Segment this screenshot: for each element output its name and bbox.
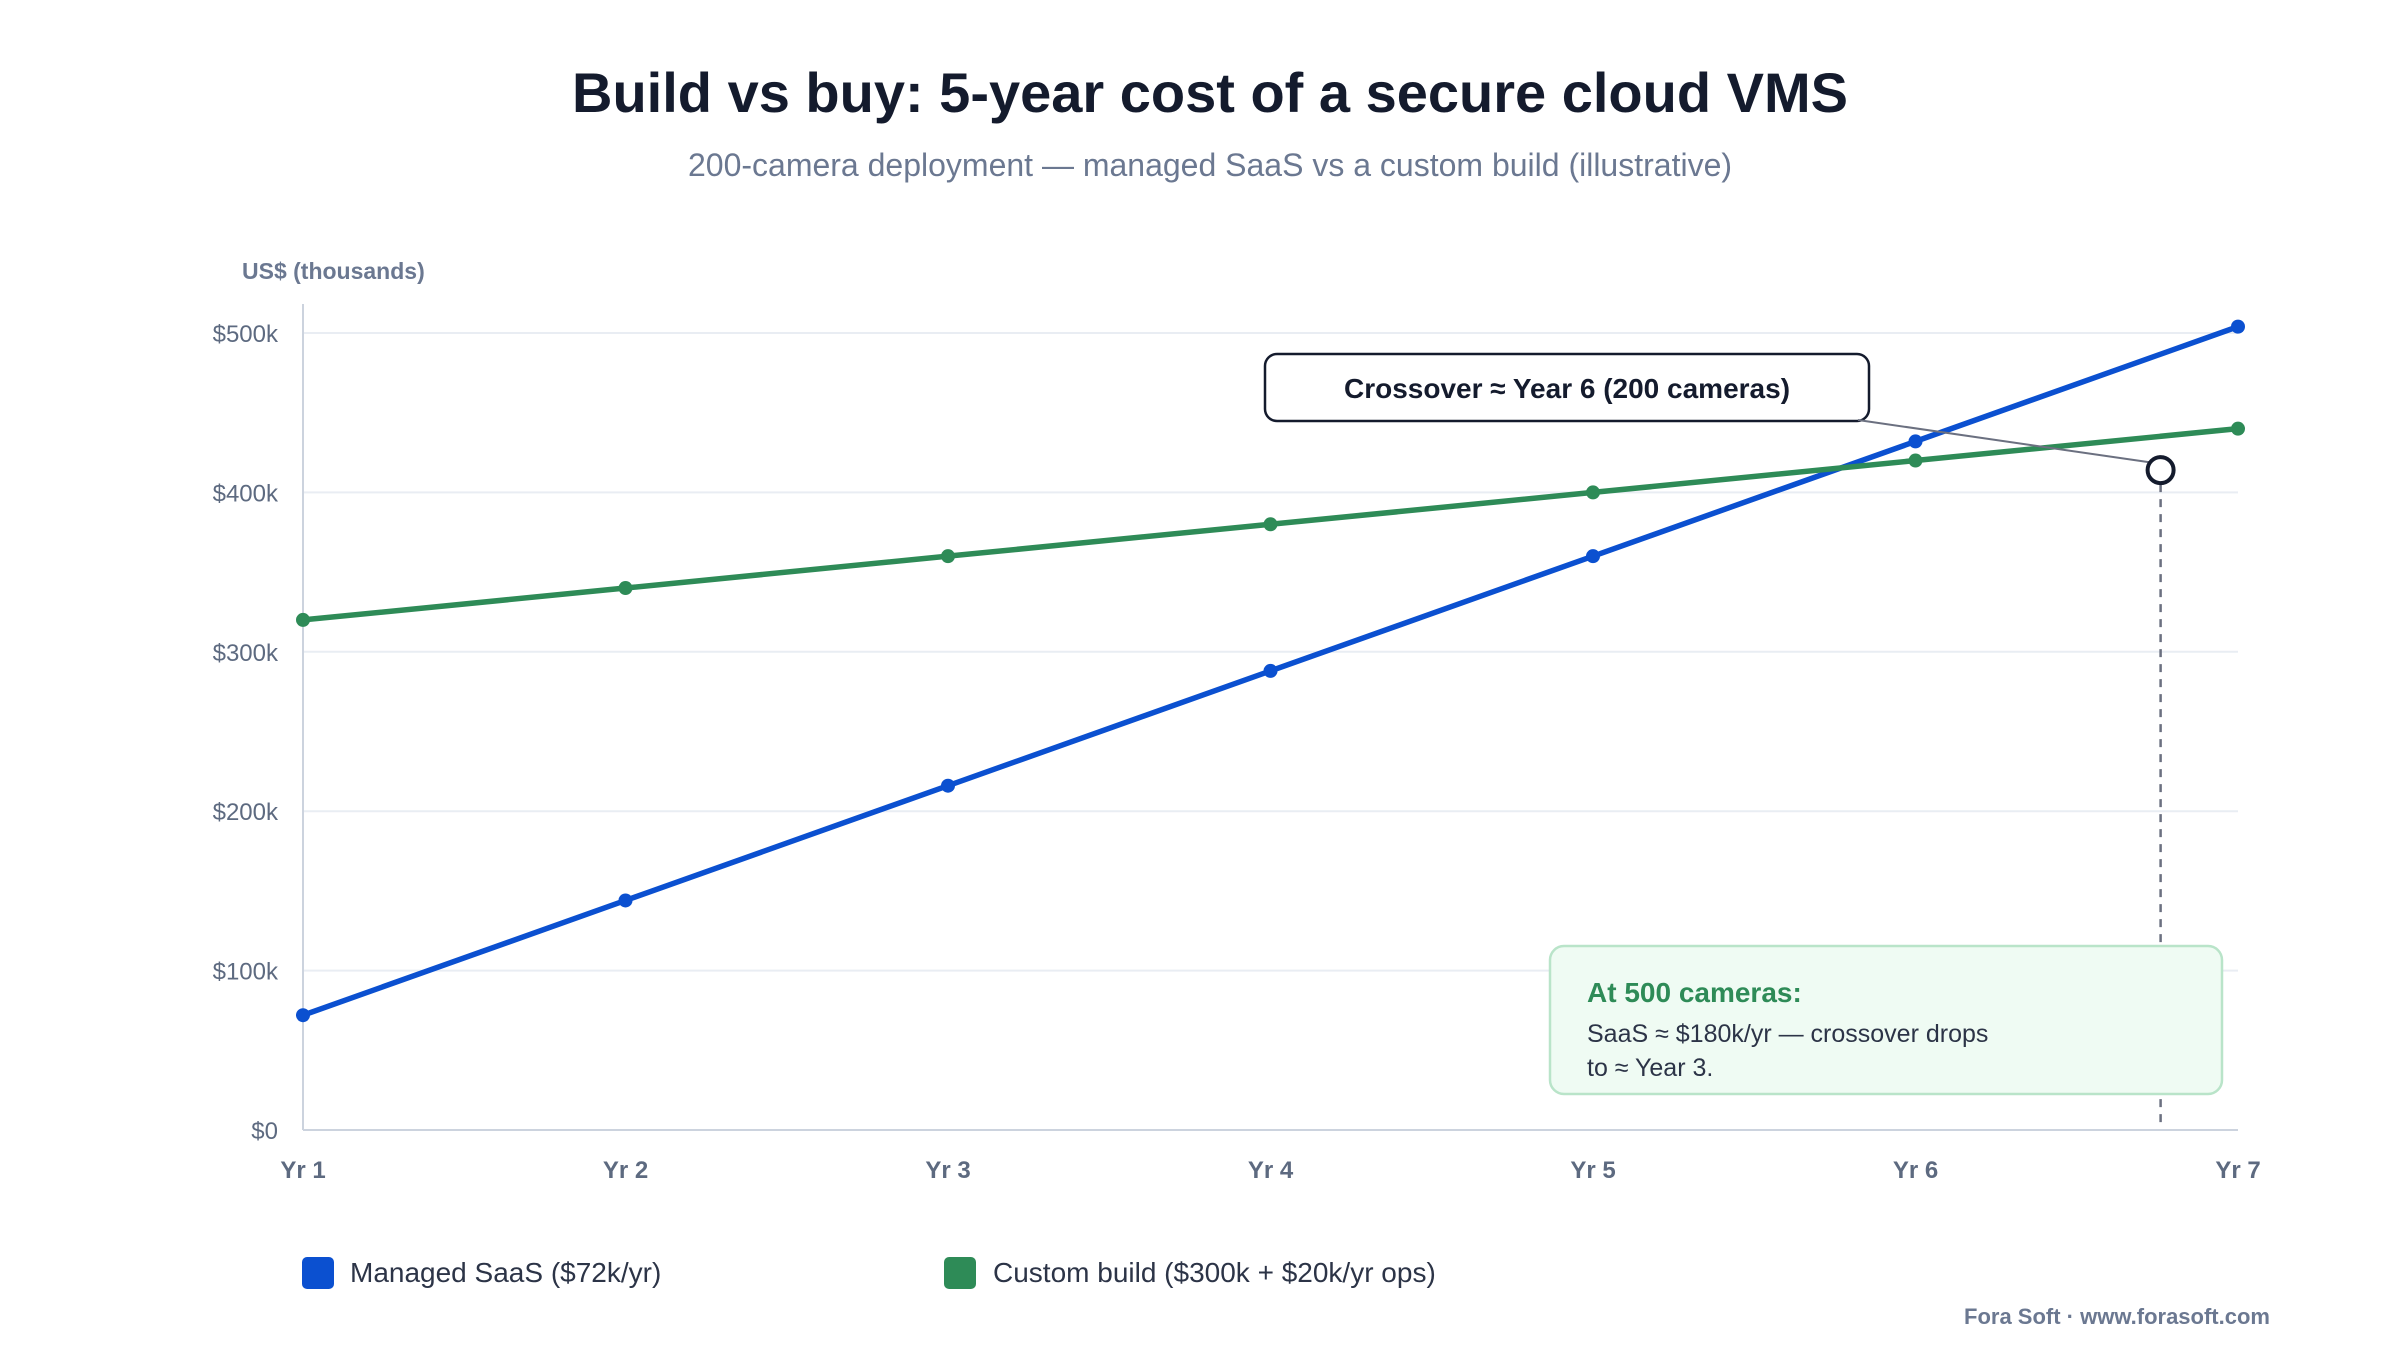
y-tick-label-100: $100k [213, 959, 279, 986]
legend-label-managed-saas: Managed SaaS ($72k/yr) [350, 1257, 661, 1288]
crossover-callout-box [1263, 352, 1871, 423]
y-tick-label-400: $400k [213, 480, 279, 507]
data-point-managed-saas-yr-2 [618, 893, 633, 908]
legend-item-managed-saas: Managed SaaS ($72k/yr) [302, 1257, 661, 1289]
data-point-custom-build-yr-6 [1908, 453, 1923, 468]
crossover-callout-label: Crossover ≈ Year 6 (200 cameras) [1344, 373, 1790, 404]
chart-subtitle: 200-camera deployment — managed SaaS vs … [688, 147, 1732, 183]
x-axis-ticks: Yr 1 Yr 2 Yr 3 Yr 4 Yr 5 Yr 6 Yr 7 [280, 1157, 2260, 1184]
note-box [1548, 944, 2224, 1096]
note-line-1: SaaS ≈ $180k/yr — crossover drops [1587, 1020, 1988, 1048]
footer-credit: Fora Soft · www.forasoft.com [1964, 1304, 2270, 1329]
data-point-custom-build-yr-4 [1263, 517, 1278, 532]
note-heading: At 500 cameras: [1587, 977, 1802, 1008]
x-tick-label-yr-3: Yr 3 [925, 1157, 970, 1184]
y-tick-label-0: $0 [251, 1118, 278, 1145]
x-tick-label-yr-5: Yr 5 [1570, 1157, 1615, 1184]
data-point-managed-saas-yr-3 [941, 778, 955, 793]
data-point-custom-build-yr-5 [1586, 485, 1600, 500]
x-tick-label-yr-1: Yr 1 [280, 1157, 325, 1184]
series [296, 319, 2245, 1023]
data-point-managed-saas-yr-6 [1908, 434, 1923, 449]
note-line-2: to ≈ Year 3. [1587, 1054, 1713, 1082]
y-tick-label-200: $200k [213, 799, 279, 826]
legend-label-custom-build: Custom build ($300k + $20k/yr ops) [993, 1257, 1436, 1288]
series-managed-saas [296, 319, 2245, 1023]
y-tick-label-300: $300k [213, 640, 279, 667]
x-tick-label-yr-7: Yr 7 [2215, 1157, 2260, 1184]
x-tick-label-yr-6: Yr 6 [1893, 1157, 1938, 1184]
y-axis-ticks: $0 $100k $200k $300k $400k $500k [213, 321, 279, 1145]
data-point-custom-build-yr-1 [296, 612, 310, 627]
y-tick-label-500: $500k [213, 321, 279, 348]
data-point-custom-build-yr-3 [941, 549, 955, 564]
legend-swatch-managed-saas [302, 1257, 334, 1289]
legend: Managed SaaS ($72k/yr) Custom build ($30… [302, 1257, 1436, 1289]
x-tick-label-yr-4: Yr 4 [1248, 1157, 1294, 1184]
legend-swatch-custom-build [944, 1257, 976, 1289]
data-point-managed-saas-yr-5 [1586, 549, 1600, 564]
series-custom-build [296, 421, 2245, 627]
data-point-managed-saas-yr-1 [296, 1008, 310, 1023]
chart-title: Build vs buy: 5-year cost of a secure cl… [572, 61, 1848, 124]
crossover-marker [2145, 455, 2176, 486]
y-axis-label: US$ (thousands) [242, 258, 425, 284]
legend-item-custom-build: Custom build ($300k + $20k/yr ops) [944, 1257, 1436, 1289]
data-point-managed-saas-yr-4 [1263, 663, 1278, 678]
crossover-callout-leader-tail [1857, 419, 2149, 464]
data-point-custom-build-yr-7 [2231, 421, 2245, 436]
data-point-managed-saas-yr-7 [2231, 319, 2245, 334]
data-point-custom-build-yr-2 [618, 581, 633, 596]
x-tick-label-yr-2: Yr 2 [603, 1157, 648, 1184]
